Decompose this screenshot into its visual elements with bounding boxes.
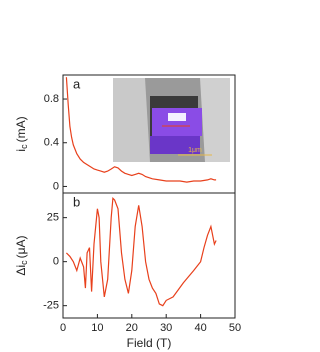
y-tick-label: 0: [53, 180, 59, 192]
y-axis-label: ic (mA): [14, 116, 29, 151]
data-line: [65, 196, 217, 307]
y-label-sub: c: [19, 260, 29, 265]
x-tick-label: 50: [229, 322, 241, 334]
x-tick-label: 40: [194, 322, 206, 334]
y-label-main: Δi: [14, 265, 28, 276]
y-label-sub: c: [19, 144, 29, 149]
y-tick-label: 0.8: [44, 93, 59, 105]
data-line: [65, 77, 217, 183]
x-tick-label: 20: [126, 322, 138, 334]
panel-frame: [62, 192, 236, 319]
y-tick-label: 0: [53, 256, 59, 268]
inset-image: [113, 78, 230, 162]
panel-label: a: [73, 76, 81, 91]
x-tick-label: 0: [60, 322, 66, 334]
y-tick-label: 25: [47, 212, 59, 224]
x-axis-label: Field (T): [127, 336, 172, 350]
x-tick-label: 10: [91, 322, 103, 334]
y-axis-label: Δic (μA): [14, 235, 29, 275]
panel-label: b: [73, 194, 80, 209]
y-label-main: i: [14, 149, 28, 152]
inset-scale-label: 1μm: [188, 147, 202, 154]
y-tick-label: 0.4: [44, 137, 59, 149]
x-tick-label: 30: [160, 322, 172, 334]
y-label-unit: (μA): [14, 235, 28, 258]
y-tick-label: -25: [43, 300, 59, 312]
y-label-unit: (mA): [14, 116, 28, 142]
